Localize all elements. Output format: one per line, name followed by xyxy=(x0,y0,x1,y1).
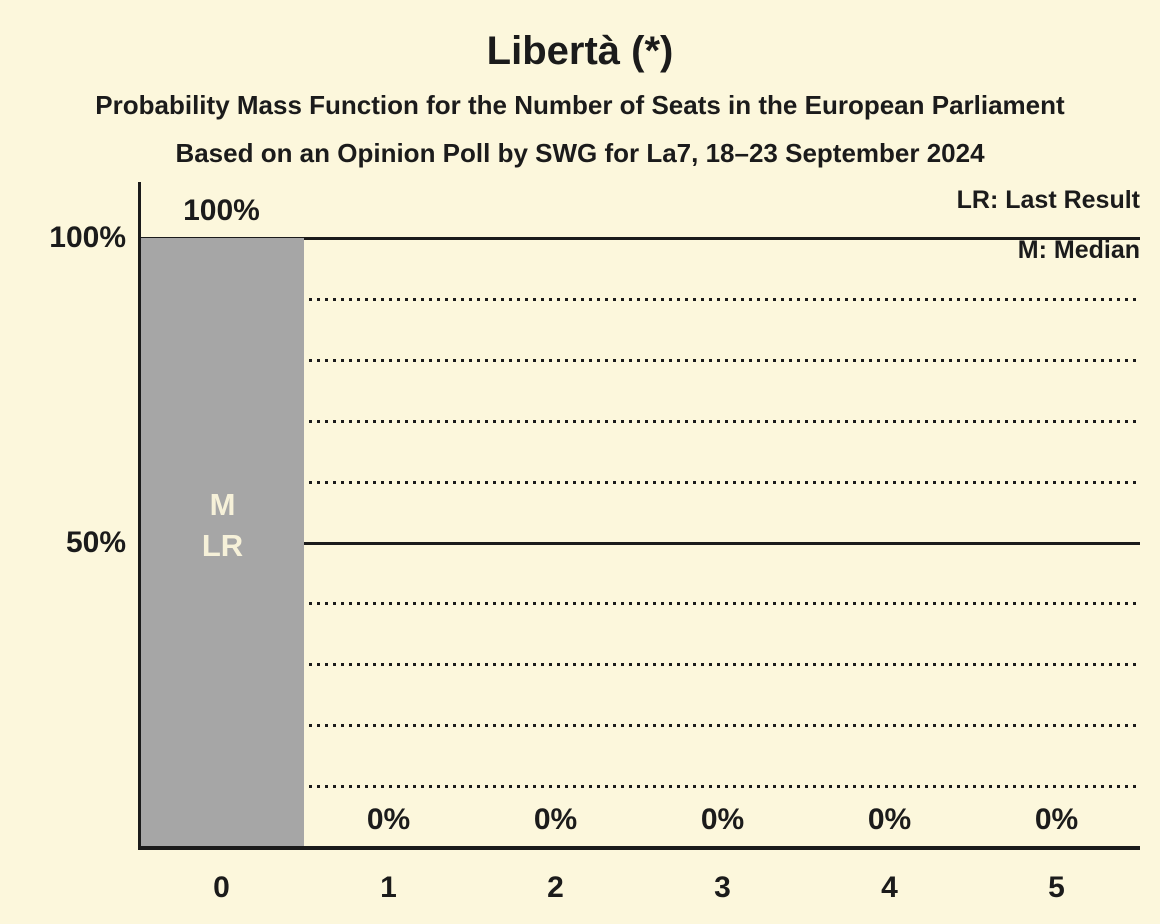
x-axis-label-seats-0: 0 xyxy=(213,871,230,904)
value-label-seats-5: 0% xyxy=(1034,803,1079,836)
chart-poll-info: Based on an Opinion Poll by SWG for La7,… xyxy=(175,138,985,168)
value-label-seats-2: 0% xyxy=(533,803,578,836)
gridline-dotted-80pct xyxy=(141,359,1140,362)
gridline-dotted-90pct xyxy=(141,298,1140,301)
y-axis-line xyxy=(138,182,141,850)
gridline-dotted-70pct xyxy=(141,420,1140,423)
x-axis-line xyxy=(138,846,1140,850)
gridline-solid-100pct xyxy=(141,237,1140,240)
legend-median: M: Median xyxy=(1017,236,1140,264)
bar-seats-0: M LR xyxy=(141,238,304,848)
y-axis-label-100%: 100% xyxy=(49,221,126,254)
x-axis-label-seats-2: 2 xyxy=(547,871,564,904)
x-axis-label-seats-3: 3 xyxy=(714,871,731,904)
gridline-dotted-30pct xyxy=(141,663,1140,666)
gridline-dotted-60pct xyxy=(141,481,1140,484)
bar-annotation-median-lastresult: M LR xyxy=(201,487,244,563)
legend-last-result: LR: Last Result xyxy=(956,186,1140,214)
gridline-dotted-40pct xyxy=(141,602,1140,605)
gridline-dotted-20pct xyxy=(141,724,1140,727)
x-axis-label-seats-1: 1 xyxy=(380,871,397,904)
y-axis-label-50%: 50% xyxy=(65,526,126,559)
x-axis-label-seats-4: 4 xyxy=(881,871,898,904)
x-axis-label-seats-5: 5 xyxy=(1048,871,1065,904)
chart-subtitle: Probability Mass Function for the Number… xyxy=(95,90,1065,120)
chart-title: Libertà (*) xyxy=(486,29,674,73)
gridline-solid-50pct xyxy=(141,542,1140,545)
value-label-seats-4: 0% xyxy=(867,803,912,836)
value-label-seats-1: 0% xyxy=(366,803,411,836)
value-label-seats-0: 100% xyxy=(183,194,260,227)
value-label-seats-3: 0% xyxy=(700,803,745,836)
gridline-dotted-10pct xyxy=(141,785,1140,788)
